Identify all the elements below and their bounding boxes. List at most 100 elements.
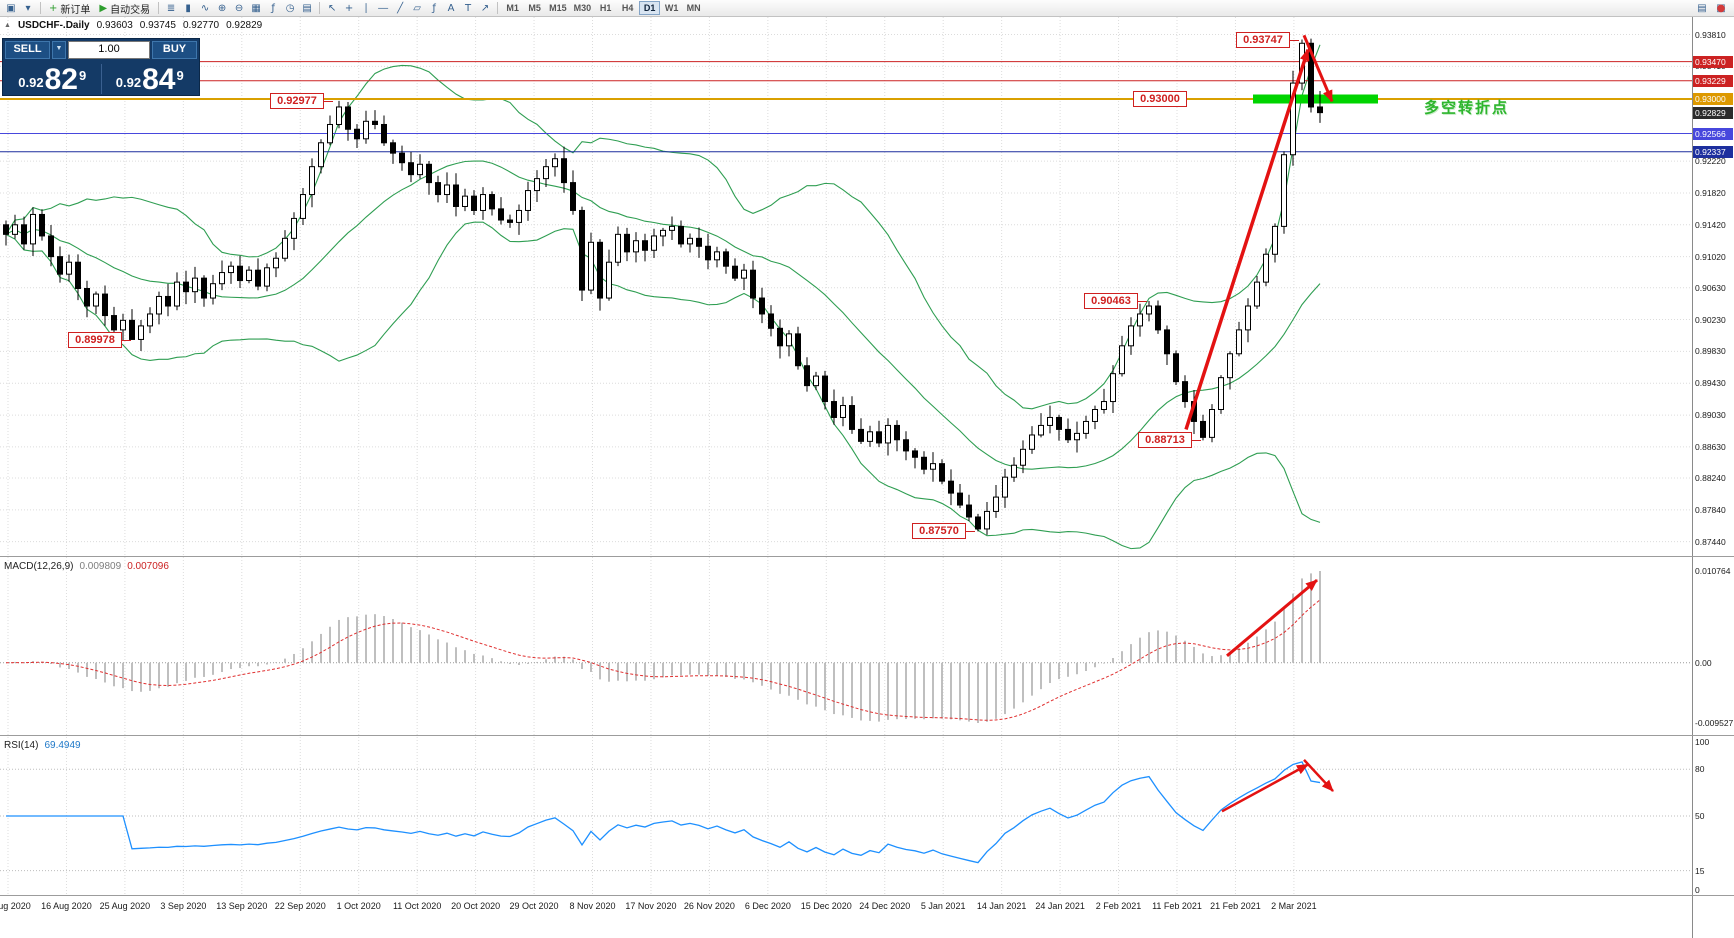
buy-price-pipette: 9 <box>176 68 184 83</box>
fibonacci-retracement-icon[interactable]: ƒ <box>432 2 436 14</box>
support-zone[interactable] <box>1253 94 1378 104</box>
new-order-button-icon: + <box>49 2 58 14</box>
indicator-list-icon[interactable]: ƒ <box>271 2 275 14</box>
candlestick-series <box>3 38 1323 535</box>
data-window-icon[interactable]: ▥ <box>1716 2 1726 14</box>
toolbar-separator <box>497 2 499 14</box>
macd-label: MACD(12,26,9) 0.009809 0.007096 <box>4 561 169 572</box>
one-click-collapse-icon[interactable]: ▲ <box>4 22 11 29</box>
timeframe-m30[interactable]: M30 <box>573 3 592 13</box>
new-chart-icon[interactable]: ▣ <box>6 2 16 14</box>
window-list-icon[interactable]: ▤ <box>1697 2 1707 14</box>
bollinger-bands <box>5 44 1321 550</box>
price-flag-label[interactable]: 0.93747 <box>1236 31 1299 48</box>
autotrading-button-icon: ▶ <box>99 2 108 14</box>
period-menu-icon[interactable]: ◷ <box>285 2 295 14</box>
horizontal-line-icon[interactable]: ― <box>378 2 389 14</box>
label-pointer-line <box>121 339 131 341</box>
timeframe-d1[interactable]: D1 <box>639 1 661 15</box>
price-flag-label[interactable]: 0.87570 <box>912 523 975 540</box>
zoom-in-icon[interactable]: ⊕ <box>217 2 227 14</box>
label-pointer-line <box>965 531 975 533</box>
main-toolbar: ▣ ▾ + 新订单 ▶ 自动交易 ≣ ▮ ∿ ⊕ ⊖ ▦ ƒ ◷ ▤ ↖ + ∣ ― ╱ ▱ ƒ A T ↗ M1 M5 M15 M30… <box>0 0 1734 17</box>
autotrading-button[interactable]: ▶ 自动交易 <box>95 1 154 16</box>
ohlc-open: 0.93603 <box>96 20 133 31</box>
candlestick-chart-icon[interactable]: ▮ <box>185 2 191 14</box>
zoom-out-icon[interactable]: ⊖ <box>234 2 244 14</box>
macd-name: MACD(12,26,9) <box>4 561 74 572</box>
label-pointer-line <box>1137 300 1147 302</box>
price-flag-label[interactable]: 0.88713 <box>1138 432 1201 449</box>
rsi-label: RSI(14) 69.4949 <box>4 740 81 751</box>
crosshair-icon[interactable]: + <box>344 2 354 14</box>
price-flag-label[interactable]: 0.90463 <box>1084 292 1147 309</box>
pane-separator[interactable] <box>0 735 1734 736</box>
price-axis-badge[interactable]: 0.92337 <box>1693 145 1733 158</box>
chart-symbol-period: USDCHF-.Daily <box>17 20 90 31</box>
template-menu-icon[interactable]: ▤ <box>302 2 312 14</box>
connection-status-icon[interactable]: ● <box>1716 3 1726 14</box>
toolbar-separator <box>40 2 41 14</box>
chart-ohlc-header: ▲ USDCHF-.Daily 0.93603 0.93745 0.92770 … <box>4 20 262 31</box>
new-order-button-label: 新订单 <box>60 4 91 16</box>
tile-windows-icon[interactable]: ▦ <box>251 2 261 14</box>
timeframe-h1[interactable]: H1 <box>599 3 612 13</box>
grid <box>0 17 1692 894</box>
cursor-icon[interactable]: ↖ <box>327 2 337 14</box>
toolbar-separator <box>158 2 160 14</box>
price-axis-badge[interactable]: 0.93470 <box>1693 55 1733 68</box>
buy-price-display[interactable]: 0.92 84 9 <box>103 65 198 95</box>
price-axis[interactable] <box>1692 17 1734 938</box>
price-axis-badge[interactable]: 0.93000 <box>1693 93 1733 105</box>
volume-dropdown-icon[interactable]: ▼ <box>52 41 66 59</box>
sell-price-pips: 82 <box>44 63 78 96</box>
timeframe-m15[interactable]: M15 <box>549 3 567 13</box>
turning-point-note[interactable]: 多空转折点 <box>1424 99 1510 117</box>
trendline-icon[interactable]: ╱ <box>397 2 404 14</box>
label-pointer-line <box>323 100 333 102</box>
macd-main-value: 0.009809 <box>79 561 122 572</box>
line-chart-icon[interactable]: ∿ <box>200 2 210 14</box>
trend-arrows[interactable] <box>1184 34 1334 813</box>
text-icon[interactable]: A <box>447 2 455 14</box>
timeframe-mn[interactable]: MN <box>686 3 701 13</box>
pane-separator[interactable] <box>0 895 1734 896</box>
price-axis-badge[interactable]: 0.92566 <box>1693 127 1733 140</box>
volume-input[interactable]: 1.00 <box>68 41 150 59</box>
sell-price-display[interactable]: 0.92 82 9 <box>5 63 100 96</box>
sell-button[interactable]: SELL <box>5 41 50 59</box>
ohlc-low: 0.92770 <box>182 20 220 31</box>
rsi-value: 69.4949 <box>44 740 81 751</box>
vertical-line-icon[interactable]: ∣ <box>363 2 369 14</box>
price-divider <box>100 64 102 94</box>
price-flag-label[interactable]: 0.93000 <box>1133 91 1187 107</box>
timeframe-m5[interactable]: M5 <box>528 3 541 13</box>
buy-button[interactable]: BUY <box>152 41 197 59</box>
price-axis-badge[interactable]: 0.92829 <box>1693 106 1733 119</box>
pane-separator[interactable] <box>0 556 1734 557</box>
one-click-trading-panel: SELL ▼ 1.00 BUY 0.92 82 9 0.92 84 9 <box>2 38 200 96</box>
toolbar-separator <box>319 2 321 14</box>
profiles-icon[interactable]: ▾ <box>25 2 31 14</box>
bar-chart-icon[interactable]: ≣ <box>166 2 176 14</box>
text-label-icon[interactable]: T <box>465 2 472 14</box>
timeframe-m1[interactable]: M1 <box>506 3 519 13</box>
price-axis-badge[interactable]: 0.93229 <box>1693 74 1733 87</box>
macd-indicator <box>0 571 1692 723</box>
sell-price-pipette: 9 <box>78 68 87 83</box>
price-flag-label[interactable]: 0.89978 <box>68 331 131 348</box>
price-flag-label[interactable]: 0.92977 <box>270 92 333 109</box>
timeframe-h4[interactable]: H4 <box>621 3 634 13</box>
new-order-button[interactable]: + 新订单 <box>45 1 94 16</box>
autotrading-button-label: 自动交易 <box>110 4 151 16</box>
ohlc-high: 0.93745 <box>139 20 176 31</box>
equidistant-channel-icon[interactable]: ▱ <box>413 2 421 14</box>
label-pointer-line <box>1191 440 1201 442</box>
timeframe-w1[interactable]: W1 <box>664 3 679 13</box>
label-pointer-line <box>1289 39 1299 41</box>
arrow-tools-icon[interactable]: ↗ <box>480 2 490 14</box>
rsi-indicator <box>0 761 1692 872</box>
ohlc-close: 0.92829 <box>226 20 263 31</box>
